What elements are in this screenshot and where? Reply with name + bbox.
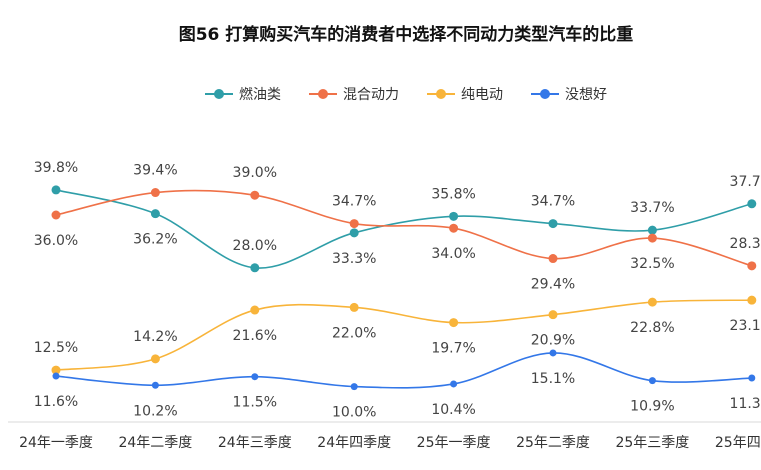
data-label-fuel: 33.7% <box>630 200 674 216</box>
data-point-hybrid[interactable] <box>647 233 657 243</box>
data-label-fuel: 37.7% <box>730 174 761 190</box>
data-point-undecided[interactable] <box>151 381 159 389</box>
data-label-undecided: 10.4% <box>431 402 475 418</box>
data-label-undecided: 11.6% <box>34 394 78 410</box>
legend-swatch-icon <box>427 88 455 100</box>
legend-item-undecided[interactable]: 没想好 <box>531 84 607 104</box>
legend-label: 没想好 <box>565 87 607 103</box>
data-point-hybrid[interactable] <box>548 254 558 264</box>
data-label-undecided: 15.1% <box>531 371 575 387</box>
data-label-fuel: 39.8% <box>34 160 78 176</box>
data-point-hybrid[interactable] <box>150 188 160 198</box>
data-label-fuel: 34.7% <box>531 194 575 210</box>
legend-item-fuel[interactable]: 燃油类 <box>205 84 281 104</box>
x-tick-label: 24年二季度 <box>118 435 192 451</box>
data-label-fuel: 33.3% <box>332 251 376 267</box>
data-point-fuel[interactable] <box>647 225 657 235</box>
data-label-fuel: 36.2% <box>133 232 177 248</box>
data-label-electric: 22.8% <box>630 320 674 336</box>
chart-title: 图56 打算购买汽车的消费者中选择不同动力类型汽车的比重 <box>178 25 634 45</box>
data-label-electric: 22.0% <box>332 325 376 341</box>
data-point-undecided[interactable] <box>52 372 60 380</box>
x-tick-label: 25年四季度 <box>715 435 761 451</box>
data-point-fuel[interactable] <box>349 228 359 238</box>
data-point-electric[interactable] <box>250 305 260 315</box>
data-point-hybrid[interactable] <box>449 223 459 233</box>
data-point-undecided[interactable] <box>251 373 259 381</box>
data-label-hybrid: 34.7% <box>332 194 376 210</box>
x-tick-label: 24年一季度 <box>19 435 93 451</box>
data-point-undecided[interactable] <box>450 380 458 388</box>
data-label-fuel: 35.8% <box>431 186 475 202</box>
data-point-fuel[interactable] <box>150 209 160 219</box>
data-point-hybrid[interactable] <box>250 190 260 200</box>
legend-swatch-icon <box>531 88 559 100</box>
data-label-undecided: 11.5% <box>233 395 277 411</box>
series-line-hybrid <box>55 189 753 267</box>
data-label-undecided: 11.3% <box>730 396 761 412</box>
data-point-electric[interactable] <box>349 302 359 312</box>
x-tick-label: 25年三季度 <box>615 435 689 451</box>
data-point-undecided[interactable] <box>748 374 756 382</box>
data-label-undecided: 10.9% <box>630 399 674 415</box>
legend-label: 燃油类 <box>239 87 281 103</box>
data-label-electric: 20.9% <box>531 333 575 349</box>
x-tick-label: 25年一季度 <box>417 435 491 451</box>
legend: 燃油类 混合动力 纯电动 没想好 <box>0 84 761 104</box>
series-line-electric <box>55 299 752 371</box>
x-tick-label: 24年四季度 <box>317 435 391 451</box>
data-point-hybrid[interactable] <box>51 210 61 220</box>
x-tick-label: 24年三季度 <box>218 435 292 451</box>
data-point-fuel[interactable] <box>51 185 61 195</box>
data-label-undecided: 10.0% <box>332 405 376 421</box>
legend-swatch-icon <box>205 88 233 100</box>
data-label-hybrid: 39.0% <box>233 165 277 181</box>
data-point-fuel[interactable] <box>250 263 260 273</box>
data-point-electric[interactable] <box>548 310 558 320</box>
x-tick-label: 25年二季度 <box>516 435 590 451</box>
data-label-electric: 23.1% <box>730 318 761 334</box>
data-label-electric: 21.6% <box>233 328 277 344</box>
data-label-hybrid: 29.4% <box>531 277 575 293</box>
data-label-hybrid: 32.5% <box>630 256 674 272</box>
data-label-hybrid: 34.0% <box>431 246 475 262</box>
data-point-undecided[interactable] <box>549 349 557 357</box>
data-label-electric: 12.5% <box>34 340 78 356</box>
data-point-electric[interactable] <box>647 297 657 307</box>
data-point-electric[interactable] <box>449 318 459 328</box>
data-point-fuel[interactable] <box>449 211 459 221</box>
data-label-electric: 19.7% <box>431 341 475 357</box>
legend-swatch-icon <box>309 88 337 100</box>
data-point-electric[interactable] <box>747 295 757 305</box>
data-point-undecided[interactable] <box>648 377 656 385</box>
legend-item-electric[interactable]: 纯电动 <box>427 84 503 104</box>
data-point-fuel[interactable] <box>747 199 757 209</box>
data-label-hybrid: 36.0% <box>34 233 78 249</box>
data-point-electric[interactable] <box>150 354 160 364</box>
data-label-fuel: 28.0% <box>233 238 277 254</box>
data-label-hybrid: 39.4% <box>133 163 177 179</box>
data-label-undecided: 10.2% <box>133 403 177 419</box>
legend-label: 混合动力 <box>343 87 399 103</box>
data-point-undecided[interactable] <box>350 383 358 391</box>
series-line-fuel <box>55 189 753 269</box>
legend-item-hybrid[interactable]: 混合动力 <box>309 84 399 104</box>
data-label-hybrid: 28.3% <box>730 236 761 252</box>
legend-label: 纯电动 <box>461 87 503 103</box>
data-point-hybrid[interactable] <box>349 219 359 229</box>
data-point-electric[interactable] <box>51 365 61 375</box>
data-point-fuel[interactable] <box>548 219 558 229</box>
data-point-hybrid[interactable] <box>747 261 757 271</box>
data-label-electric: 14.2% <box>133 329 177 345</box>
series-line-undecided <box>55 352 752 389</box>
